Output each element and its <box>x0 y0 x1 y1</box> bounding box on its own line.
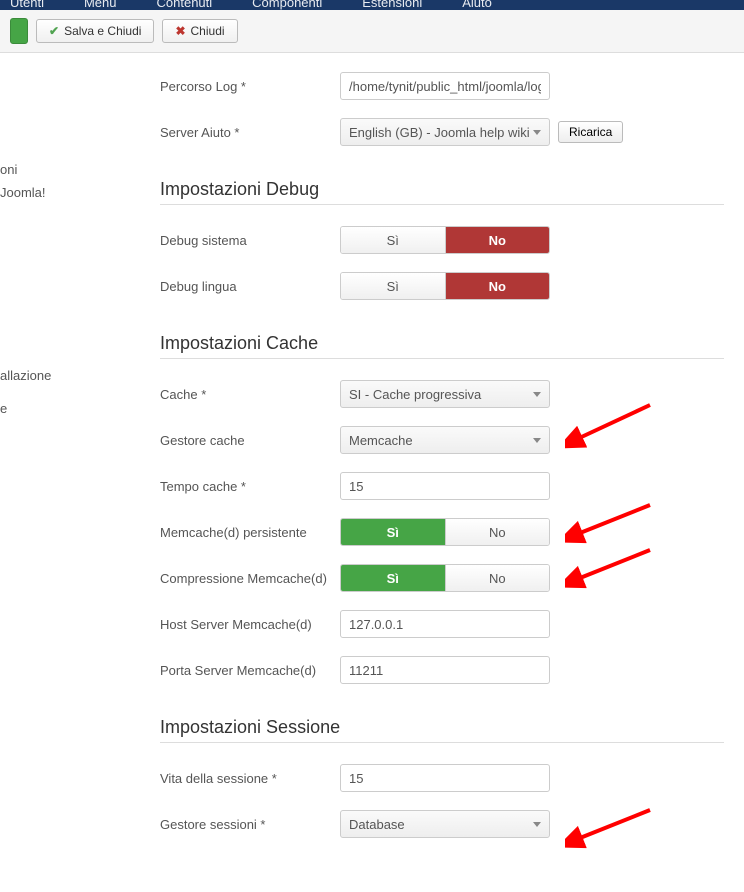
row-cache-time: Tempo cache * <box>160 463 724 509</box>
check-icon: ✔ <box>49 24 59 38</box>
sidebar-item[interactable]: allazione <box>0 364 100 387</box>
close-icon: ✖ <box>175 24 185 38</box>
label-session-handler: Gestore sessioni * <box>160 817 340 832</box>
save-close-button[interactable]: ✔ Salva e Chiudi <box>36 19 154 43</box>
row-cache-handler: Gestore cache Memcache <box>160 417 724 463</box>
toggle-no[interactable]: No <box>445 519 550 545</box>
select-help-server[interactable]: English (GB) - Joomla help wiki <box>340 118 550 146</box>
sidebar-item[interactable]: Joomla! <box>0 181 100 204</box>
select-session-handler[interactable]: Database <box>340 810 550 838</box>
label-memcache-persist: Memcache(d) persistente <box>160 525 340 540</box>
nav-item[interactable]: Contenuti <box>157 0 213 10</box>
row-log-path: Percorso Log * <box>160 63 724 109</box>
row-cache: Cache * SI - Cache progressiva <box>160 371 724 417</box>
select-help-server-value: English (GB) - Joomla help wiki <box>349 125 530 140</box>
select-session-handler-value: Database <box>349 817 405 832</box>
toggle-yes[interactable]: Sì <box>341 565 445 591</box>
toggle-debug-system: Sì No <box>340 226 550 254</box>
toggle-yes[interactable]: Sì <box>341 273 445 299</box>
chevron-down-icon <box>533 438 541 443</box>
select-cache-handler[interactable]: Memcache <box>340 426 550 454</box>
nav-item[interactable]: Estensioni <box>362 0 422 10</box>
toggle-memcache-persist: Sì No <box>340 518 550 546</box>
nav-item[interactable]: Utenti <box>10 0 44 10</box>
row-debug-system: Debug sistema Sì No <box>160 217 724 263</box>
row-memcache-compress: Compressione Memcache(d) Sì No <box>160 555 724 601</box>
row-session-life: Vita della sessione * <box>160 755 724 801</box>
input-session-life[interactable] <box>340 764 550 792</box>
close-button[interactable]: ✖ Chiudi <box>162 19 237 43</box>
select-cache-value: SI - Cache progressiva <box>349 387 481 402</box>
label-memcache-compress: Compressione Memcache(d) <box>160 571 340 586</box>
section-session-title: Impostazioni Sessione <box>160 717 724 738</box>
nav-item[interactable]: Aiuto <box>462 0 492 10</box>
row-memcache-host: Host Server Memcache(d) <box>160 601 724 647</box>
section-debug-title: Impostazioni Debug <box>160 179 724 200</box>
input-cache-time[interactable] <box>340 472 550 500</box>
top-nav: Utenti Menu Contenuti Componenti Estensi… <box>0 0 744 10</box>
save-button-stub[interactable] <box>10 18 28 44</box>
label-session-life: Vita della sessione * <box>160 771 340 786</box>
label-memcache-host: Host Server Memcache(d) <box>160 617 340 632</box>
sidebar: oni Joomla! allazione e <box>0 48 100 420</box>
select-cache[interactable]: SI - Cache progressiva <box>340 380 550 408</box>
close-label: Chiudi <box>191 24 225 38</box>
select-cache-handler-value: Memcache <box>349 433 413 448</box>
sidebar-item[interactable]: oni <box>0 158 100 181</box>
toggle-debug-lang: Sì No <box>340 272 550 300</box>
toggle-no[interactable]: No <box>445 227 550 253</box>
label-memcache-port: Porta Server Memcache(d) <box>160 663 340 678</box>
input-log-path[interactable] <box>340 72 550 100</box>
label-help-server: Server Aiuto * <box>160 125 340 140</box>
label-debug-lang: Debug lingua <box>160 279 340 294</box>
nav-item[interactable]: Menu <box>84 0 117 10</box>
toggle-memcache-compress: Sì No <box>340 564 550 592</box>
input-memcache-host[interactable] <box>340 610 550 638</box>
label-cache-time: Tempo cache * <box>160 479 340 494</box>
save-close-label: Salva e Chiudi <box>64 24 141 38</box>
label-debug-system: Debug sistema <box>160 233 340 248</box>
row-help-server: Server Aiuto * English (GB) - Joomla hel… <box>160 109 724 155</box>
divider <box>160 742 724 743</box>
toolbar: ✔ Salva e Chiudi ✖ Chiudi <box>0 10 744 53</box>
label-log-path: Percorso Log * <box>160 79 340 94</box>
row-session-handler: Gestore sessioni * Database <box>160 801 724 847</box>
row-memcache-persist: Memcache(d) persistente Sì No <box>160 509 724 555</box>
chevron-down-icon <box>533 392 541 397</box>
toggle-no[interactable]: No <box>445 565 550 591</box>
reload-button[interactable]: Ricarica <box>558 121 623 143</box>
sidebar-item[interactable]: e <box>0 397 100 420</box>
section-cache-title: Impostazioni Cache <box>160 333 724 354</box>
chevron-down-icon <box>533 130 541 135</box>
toggle-no[interactable]: No <box>445 273 550 299</box>
divider <box>160 204 724 205</box>
divider <box>160 358 724 359</box>
row-memcache-port: Porta Server Memcache(d) <box>160 647 724 693</box>
toggle-yes[interactable]: Sì <box>341 519 445 545</box>
nav-item[interactable]: Componenti <box>252 0 322 10</box>
label-cache: Cache * <box>160 387 340 402</box>
label-cache-handler: Gestore cache <box>160 433 340 448</box>
row-debug-lang: Debug lingua Sì No <box>160 263 724 309</box>
chevron-down-icon <box>533 822 541 827</box>
input-memcache-port[interactable] <box>340 656 550 684</box>
content: Percorso Log * Server Aiuto * English (G… <box>160 53 744 887</box>
toggle-yes[interactable]: Sì <box>341 227 445 253</box>
